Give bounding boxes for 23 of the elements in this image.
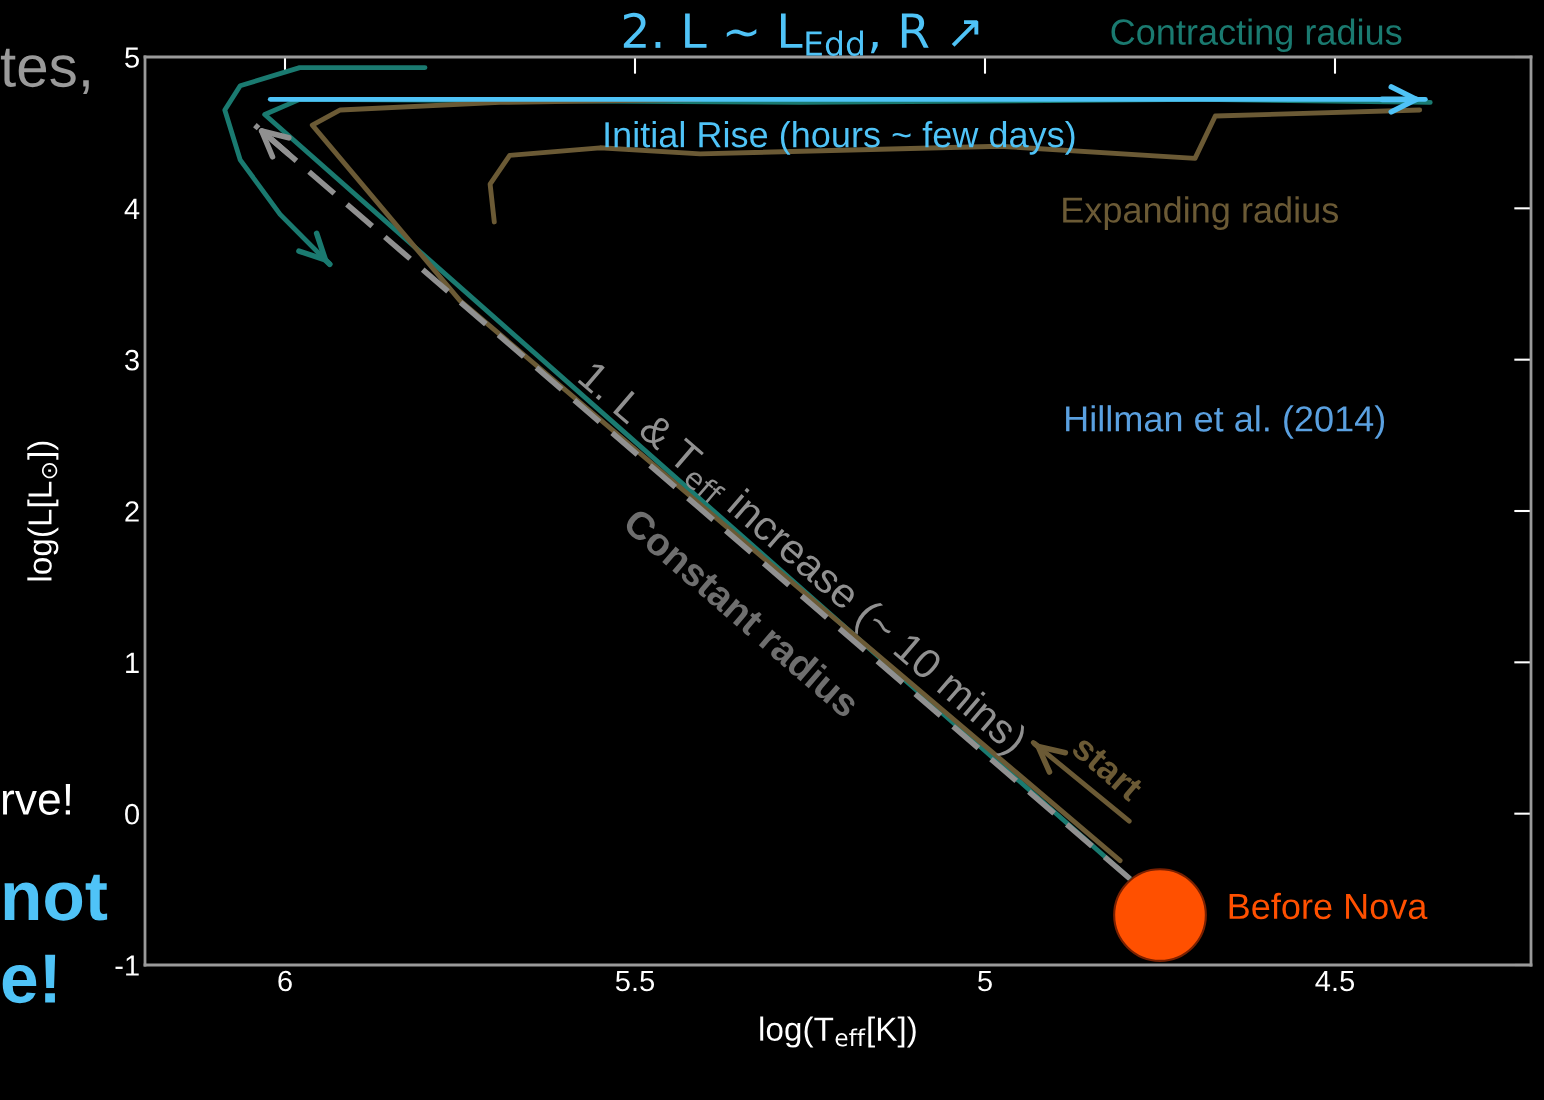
y-tick-label: -1 (115, 955, 139, 976)
text: e! (2, 954, 56, 1004)
text: not (4, 874, 108, 921)
y-tick-label: 3 (125, 349, 139, 371)
text: tes, (0, 48, 89, 95)
y-tick-label: 0 (125, 803, 139, 825)
annotation: Expanding radius (1063, 196, 1338, 231)
x-tick-label: 5.5 (615, 970, 655, 992)
text: rve! (2, 783, 71, 815)
annotation: Initial Rise (hours ~ few days) (605, 120, 1075, 155)
x-axis-title: log(T$_{eff}$[K]) (760, 1016, 916, 1048)
text: Contracting radius (1111, 18, 1402, 53)
series-label: Before Nova (1229, 892, 1428, 920)
x-tick-label: 4.5 (1315, 970, 1355, 992)
y-tick-label: 1 (126, 652, 139, 673)
y-tick-label: 5 (125, 47, 139, 68)
x-tick-label: 5 (978, 970, 992, 992)
x-tick-label: 6 (278, 970, 292, 992)
y-tick-label: 2 (125, 501, 139, 522)
annotation: Hillman et al. (2014) (1066, 405, 1385, 439)
y-tick-label: 4 (124, 198, 140, 219)
text: 2. L ~ L$_{Edd}$, R ↗ (623, 12, 979, 57)
y-axis-title: log(L[L$_{⊙}$]) (27, 441, 59, 581)
